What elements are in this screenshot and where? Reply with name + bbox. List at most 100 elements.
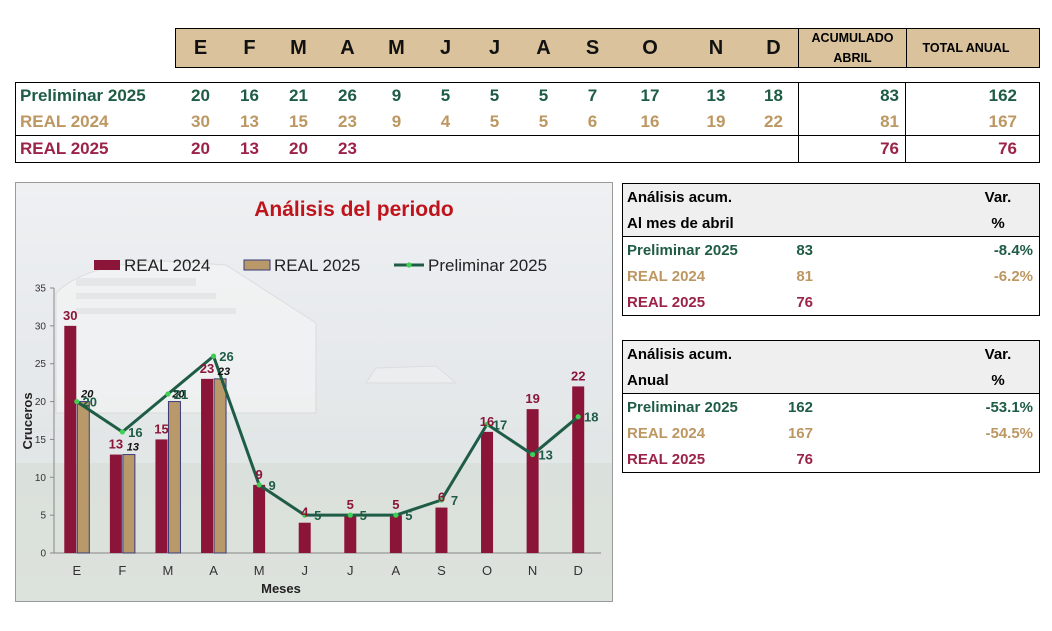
data-label-preliminar-2025: 26	[219, 349, 233, 364]
analysis-value: 83	[796, 241, 813, 259]
data-label-real-2024: 13	[109, 437, 123, 452]
month-value-cell: 9	[391, 112, 402, 131]
month-header-cell: J	[488, 36, 501, 59]
data-label-real-2024: 19	[525, 391, 539, 406]
bar-real-2024	[253, 484, 266, 553]
point-preliminar-2025	[575, 414, 581, 420]
x-axis-label: Meses	[261, 581, 301, 596]
y-tick-label: 10	[35, 473, 47, 484]
data-label-real-2024: 16	[480, 414, 494, 429]
data-label-real-2025: 23	[217, 366, 230, 378]
bar-real-2024	[109, 454, 122, 553]
bar-real-2024	[298, 522, 311, 553]
y-tick-label: 20	[35, 397, 47, 408]
data-label-real-2024: 22	[571, 368, 585, 383]
monthly-data-table: Preliminar 2025 20 16 21 26 9 5 5 5 7 17 13 18 83 162 R…	[15, 82, 1040, 163]
analysis-label: REAL 2025	[627, 293, 706, 311]
month-value-cell: 13	[240, 112, 259, 131]
y-tick-label: 0	[40, 549, 46, 560]
acumulado-header-line2: ABRIL	[833, 51, 872, 65]
data-label-preliminar-2025: 9	[269, 478, 276, 493]
point-preliminar-2025	[438, 497, 445, 503]
x-tick-label: A	[209, 563, 218, 578]
analysis-row: REAL 2025 76	[623, 289, 1039, 315]
analysis-label: Preliminar 2025	[627, 241, 738, 259]
legend-marker	[406, 262, 412, 268]
month-value-cell: 5	[538, 86, 549, 105]
month-value-cell: 16	[640, 112, 660, 131]
analysis-label: REAL 2025	[627, 450, 706, 468]
bar-real-2024	[481, 431, 494, 553]
analysis-variation: -8.4%	[993, 241, 1033, 259]
bar-real-2025	[76, 401, 90, 554]
y-tick-label: 35	[35, 284, 47, 295]
data-label-real-2024: 15	[154, 421, 168, 436]
x-tick-label: E	[72, 563, 81, 578]
x-tick-label: M	[163, 563, 174, 578]
data-label-real-2025: 20	[80, 389, 94, 401]
x-tick-label: N	[528, 563, 537, 578]
row-label: REAL 2024	[20, 112, 109, 131]
table-row: REAL 2025 20 13 20 23 76 76	[16, 135, 1039, 162]
bar-real-2025	[167, 401, 181, 554]
analysis-annual-h1: Análisis acum.	[627, 345, 733, 363]
total-anual-header: TOTAL ANUAL	[906, 29, 1025, 67]
data-label-real-2024: 23	[200, 361, 214, 376]
data-label-preliminar-2025: 5	[314, 508, 321, 523]
bar-real-2024	[389, 515, 402, 553]
bar-real-2024	[155, 439, 168, 553]
x-tick-label: F	[118, 563, 126, 578]
bar-real-2025	[122, 454, 136, 554]
data-label-real-2025: 13	[127, 442, 139, 454]
month-value-cell: 23	[338, 139, 357, 158]
point-preliminar-2025	[210, 353, 217, 359]
legend-label: Preliminar 2025	[428, 256, 547, 275]
data-label-real-2025: 20	[171, 389, 185, 401]
bar-real-2024	[201, 378, 214, 553]
month-value-cell: 20	[191, 139, 210, 158]
point-preliminar-2025	[530, 451, 536, 458]
months-header: E F M A M J J A S O N D ACUMULADO ABRIL TOTAL ANUAL	[175, 28, 1040, 68]
background-scenery	[16, 260, 612, 601]
data-label-real-2024: 5	[392, 497, 399, 512]
analysis-row: Preliminar 2025 83 -8.4%	[623, 237, 1039, 263]
data-label-preliminar-2025: 20	[83, 395, 97, 410]
analysis-label: Preliminar 2025	[627, 398, 738, 416]
analysis-variation: -53.1%	[985, 398, 1033, 416]
row-label: Preliminar 2025	[20, 86, 146, 105]
bar-real-2024	[64, 325, 77, 553]
analysis-value: 76	[796, 293, 813, 311]
bar-real-2024	[435, 507, 448, 553]
data-label-preliminar-2025: 21	[174, 387, 188, 402]
bar-real-2024	[572, 386, 585, 553]
analysis-variation: -6.2%	[993, 267, 1033, 285]
analysis-april-var1: Var.	[984, 188, 1012, 206]
bar-real-2024	[526, 409, 539, 553]
point-preliminar-2025	[347, 512, 353, 518]
month-header-cell: D	[766, 36, 781, 59]
chart-axes: 0 5 10 15 20 25 30 35 E F M A M J J A S O N D	[35, 284, 601, 578]
analysis-variation: -54.5%	[985, 424, 1033, 442]
y-tick-label: 15	[35, 435, 47, 446]
analysis-april-table: Análisis acum. Var. Al mes de abril% Prel…	[622, 183, 1040, 316]
month-value-cell: 15	[289, 112, 308, 131]
y-tick-label: 25	[35, 359, 47, 370]
acumulado-cell: 76	[798, 136, 905, 162]
chart-container: Análisis del periodo REAL 2024 REAL 2025 P…	[15, 182, 613, 602]
analysis-row: REAL 2024 81 -6.2%	[623, 263, 1039, 289]
y-tick-label: 30	[35, 321, 47, 332]
analysis-row: Preliminar 2025 162 -53.1%	[623, 394, 1039, 420]
month-value-cell: 5	[489, 112, 500, 131]
point-preliminar-2025	[256, 482, 262, 488]
y-tick-label: 5	[40, 511, 46, 522]
bar-real-2025	[213, 378, 227, 554]
legend-swatch	[94, 260, 120, 270]
analysis-annual-h2: Anual	[627, 371, 669, 389]
month-value-cell: 22	[764, 112, 783, 131]
x-tick-label: A	[392, 563, 401, 578]
row-label: REAL 2025	[20, 139, 109, 158]
month-value-cell: 5	[538, 112, 549, 131]
table-row: Preliminar 2025 20 16 21 26 9 5 5 5 7 17 13 18 83 162	[16, 83, 1039, 109]
analysis-annual-table: Análisis acum. Var. Anual% Preliminar 202…	[622, 340, 1040, 473]
